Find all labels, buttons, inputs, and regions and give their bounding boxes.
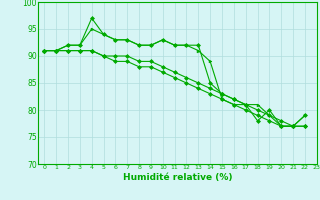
X-axis label: Humidité relative (%): Humidité relative (%) xyxy=(123,173,232,182)
